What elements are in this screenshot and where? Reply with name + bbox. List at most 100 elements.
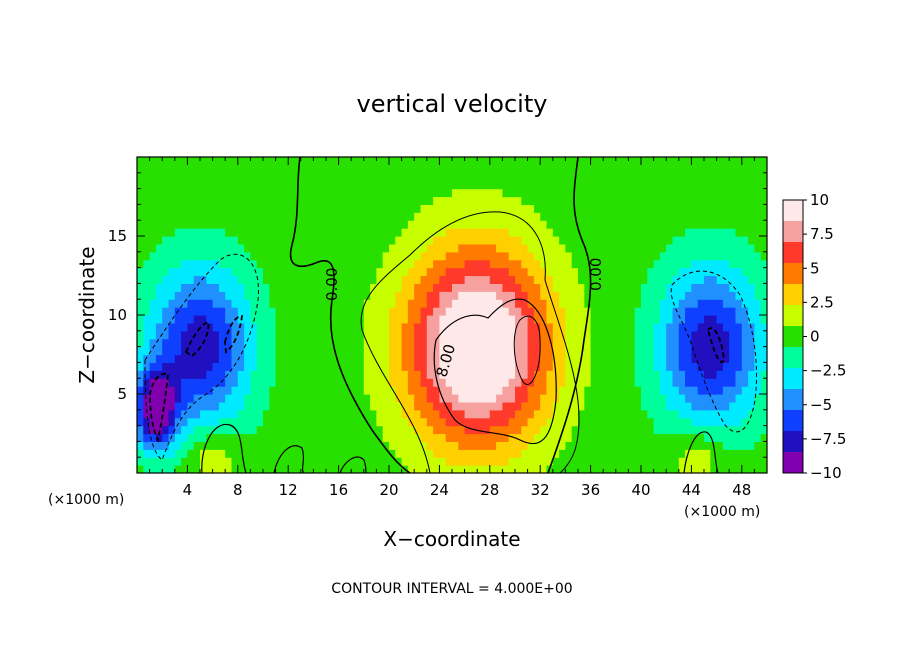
field-cell: [722, 180, 730, 190]
field-cell: [559, 164, 566, 174]
field-cell: [407, 370, 415, 379]
field-cell: [691, 425, 699, 435]
field-cell: [666, 362, 674, 371]
field-cell: [407, 196, 415, 205]
field-cell: [710, 433, 718, 442]
colorbar-tick-label: −10: [810, 464, 842, 482]
field-cell: [470, 322, 478, 332]
field-cell: [332, 362, 340, 371]
field-cell: [439, 322, 447, 332]
field-cell: [722, 386, 730, 395]
field-cell: [704, 172, 711, 182]
field-cell: [250, 204, 258, 213]
field-cell: [470, 259, 478, 269]
field-cell: [653, 322, 661, 332]
field-cell: [300, 275, 308, 284]
field-cell: [483, 425, 491, 435]
field-cell: [256, 157, 264, 166]
field-cell: [420, 172, 428, 182]
field-cell: [363, 315, 371, 324]
field-cell: [382, 425, 390, 435]
field-cell: [483, 283, 491, 292]
field-cell: [729, 307, 737, 316]
field-cell: [300, 394, 308, 403]
field-cell: [540, 236, 548, 245]
field-cell: [395, 425, 403, 435]
field-cell: [294, 362, 302, 371]
field-cell: [678, 338, 686, 348]
field-cell: [735, 378, 743, 387]
field-cell: [464, 315, 472, 324]
field-cell: [426, 409, 434, 419]
field-cell: [407, 188, 415, 198]
field-cell: [571, 362, 579, 371]
field-cell: [615, 220, 623, 229]
field-cell: [515, 180, 522, 190]
field-cell: [414, 425, 422, 435]
field-cell: [634, 362, 642, 371]
field-cell: [641, 243, 648, 253]
field-cell: [174, 362, 182, 371]
field-cell: [294, 370, 302, 379]
field-cell: [370, 338, 377, 348]
field-cell: [433, 441, 440, 450]
field-cell: [319, 441, 327, 450]
field-cell: [143, 401, 151, 411]
field-cell: [571, 196, 579, 205]
field-cell: [666, 220, 674, 229]
field-cell: [754, 172, 762, 182]
field-cell: [395, 409, 403, 419]
field-cell: [445, 354, 453, 363]
field-cell: [540, 172, 548, 182]
field-cell: [445, 449, 453, 458]
field-cell: [741, 394, 749, 403]
field-cell: [590, 401, 598, 411]
field-cell: [288, 204, 296, 213]
field-cell: [212, 370, 220, 379]
field-cell: [155, 417, 163, 427]
field-cell: [332, 180, 340, 190]
field-cell: [155, 394, 163, 403]
field-cell: [464, 449, 472, 458]
field-cell: [162, 330, 170, 340]
field-cell: [464, 157, 472, 166]
field-cell: [382, 172, 390, 182]
field-cell: [225, 386, 233, 395]
field-cell: [307, 212, 314, 221]
field-cell: [483, 362, 491, 371]
field-cell: [256, 299, 264, 308]
field-cell: [760, 204, 767, 213]
field-cell: [281, 164, 289, 174]
field-cell: [628, 259, 636, 269]
field-cell: [351, 362, 359, 371]
field-cell: [281, 386, 289, 395]
field-cell: [344, 330, 352, 340]
colorbar-tick-label: 5: [810, 259, 820, 277]
field-cell: [439, 362, 447, 371]
field-cell: [641, 401, 648, 411]
field-cell: [735, 243, 743, 253]
field-cell: [722, 370, 730, 379]
field-cell: [143, 370, 151, 379]
field-cell: [634, 204, 642, 213]
field-cell: [231, 457, 239, 466]
field-cell: [332, 283, 340, 292]
field-cell: [181, 465, 188, 473]
field-cell: [672, 409, 680, 419]
field-cell: [187, 236, 195, 245]
field-cell: [174, 188, 182, 198]
field-cell: [250, 283, 258, 292]
field-cell: [477, 417, 485, 427]
field-cell: [420, 354, 428, 363]
field-cell: [760, 228, 767, 237]
field-cell: [382, 157, 390, 166]
field-cell: [653, 370, 661, 379]
y-tick-label: 5: [117, 385, 127, 403]
field-cell: [370, 378, 377, 387]
field-cell: [326, 291, 333, 300]
field-cell: [691, 236, 699, 245]
field-cell: [552, 259, 560, 269]
field-cell: [634, 378, 642, 387]
field-cell: [641, 370, 648, 379]
field-cell: [464, 465, 472, 473]
